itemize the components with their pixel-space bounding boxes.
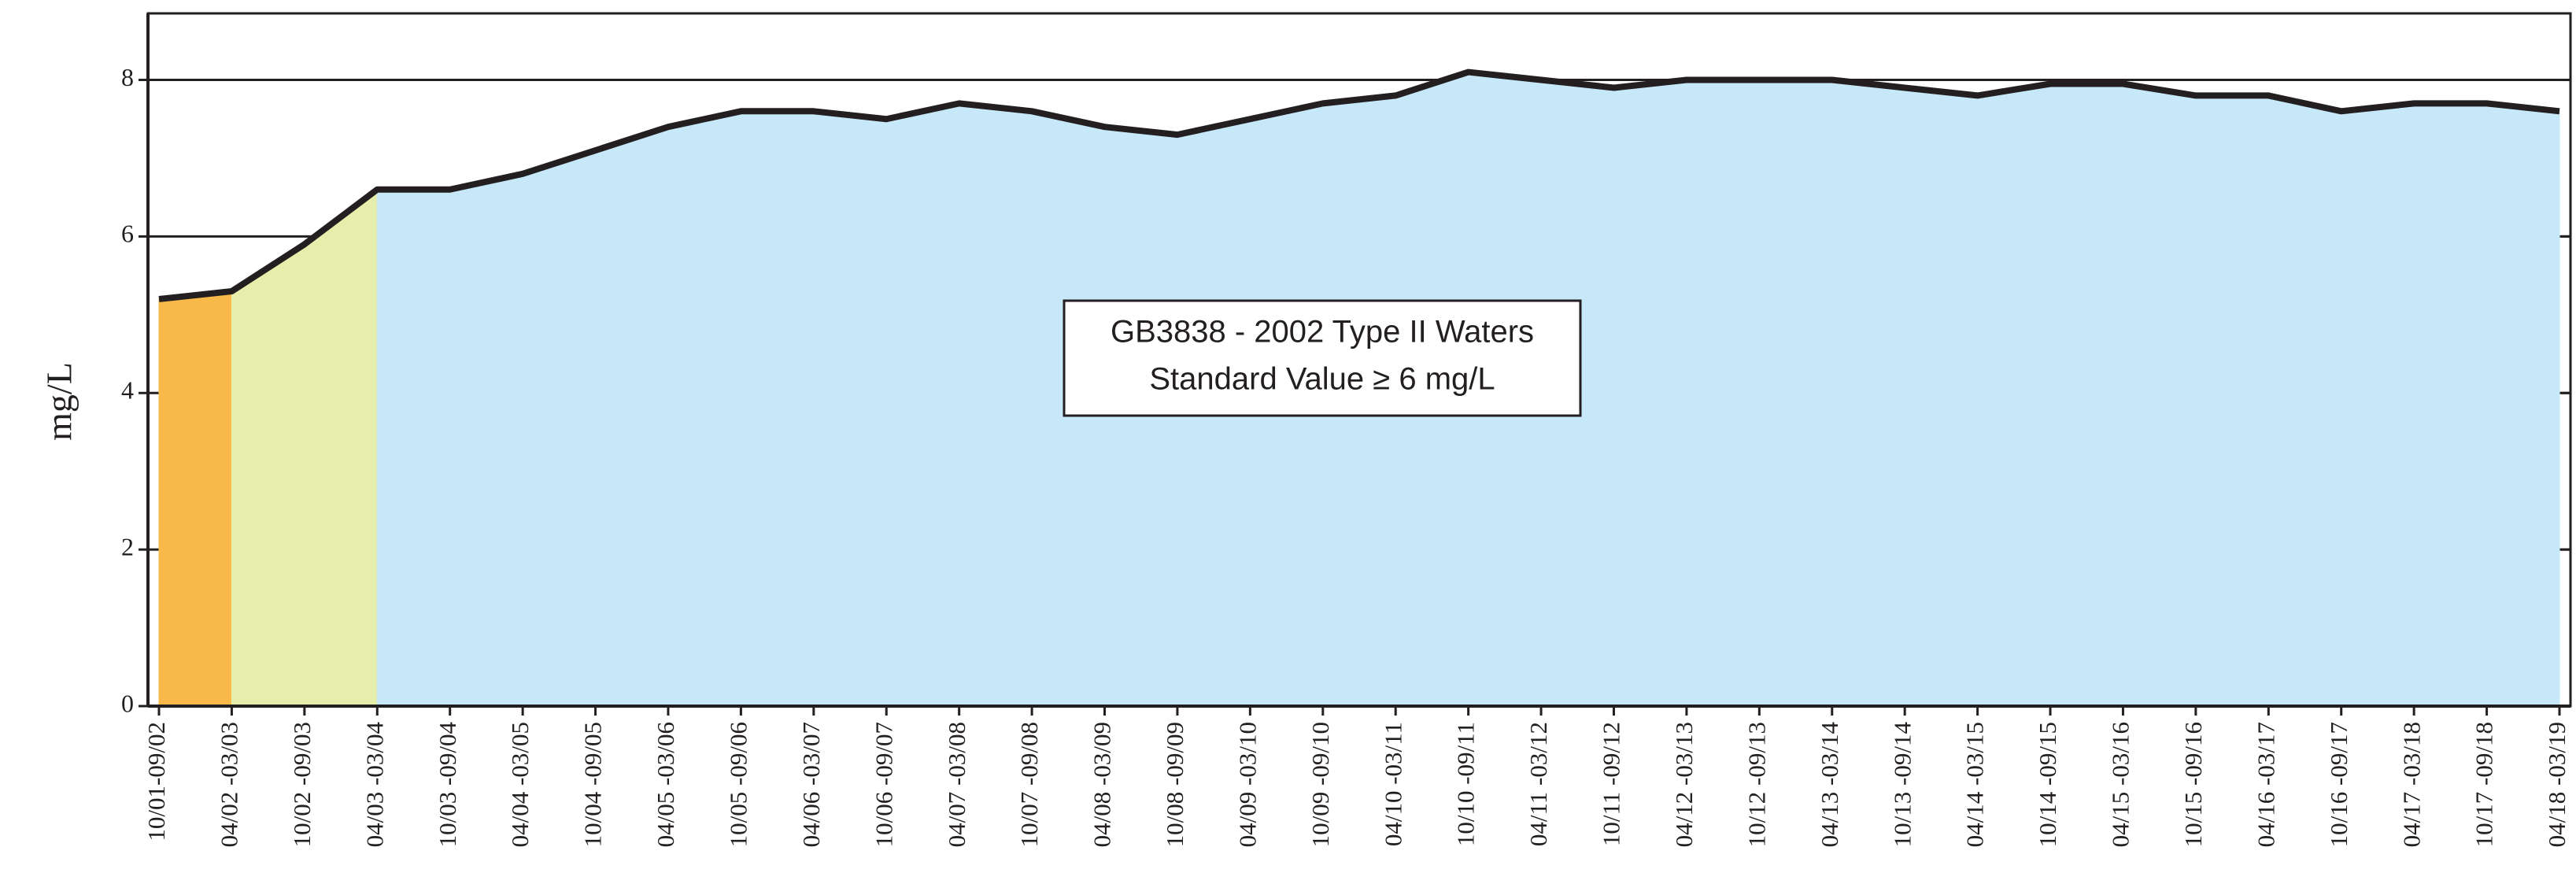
x-tick-label: 10/12 -09/13: [1743, 722, 1770, 847]
area-segment: [2195, 94, 2269, 707]
area-segment: [1613, 79, 1687, 707]
y-tick-label: 8: [121, 63, 134, 91]
area-segment: [1758, 80, 1833, 707]
area-segment: [522, 150, 597, 707]
area-segment: [1831, 79, 1905, 707]
area-segment: [1686, 80, 1760, 707]
x-tick-label: 04/10 -03/11: [1379, 722, 1406, 846]
y-tick-label: 0: [121, 689, 134, 717]
y-tick-label: 4: [121, 376, 134, 405]
area-segment: [2122, 83, 2197, 707]
x-tick-label: 10/09 -09/10: [1306, 722, 1334, 847]
area-segment: [2413, 102, 2488, 707]
x-tick-label: 04/07 -03/08: [943, 722, 970, 847]
annotation: GB3838 - 2002 Type II Waters: [1111, 315, 1534, 350]
area-segment: [595, 126, 669, 707]
x-tick-label: 10/04 -09/05: [579, 722, 607, 847]
area-segment: [740, 110, 815, 707]
area-segment: [376, 189, 451, 707]
x-tick-label: 04/05 -03/06: [652, 722, 679, 847]
x-tick-label: 10/02 -09/03: [288, 722, 316, 847]
x-tick-label: 10/15 -09/16: [2179, 722, 2207, 847]
x-tick-label: 10/03 -09/04: [434, 722, 461, 848]
x-tick-label: 10/17 -09/18: [2471, 722, 2498, 847]
area-segment: [2049, 83, 2123, 707]
area-segment: [231, 243, 305, 707]
area-segment: [813, 110, 887, 707]
area-segment: [959, 102, 1033, 707]
area-segment: [449, 173, 523, 707]
y-tick-label: 6: [121, 220, 134, 248]
x-tick-label: 10/11 -09/12: [1598, 722, 1625, 846]
x-tick-label: 04/06 -03/07: [797, 722, 825, 847]
x-tick-label: 04/03 -03/04: [360, 722, 388, 848]
x-tick-label: 04/12 -03/13: [1670, 722, 1698, 847]
area-segment: [667, 110, 741, 707]
x-tick-label: 04/11 -03/12: [1525, 722, 1552, 846]
area-segment: [2341, 102, 2415, 707]
x-tick-label: 10/16 -09/17: [2325, 722, 2352, 847]
x-tick-label: 10/07 -09/08: [1015, 722, 1043, 847]
x-tick-label: 10/14 -09/15: [2034, 722, 2061, 847]
x-tick-label: 10/10 -09/11: [1452, 722, 1480, 846]
x-tick-label: 04/15 -03/16: [2107, 722, 2134, 847]
area-segment: [304, 188, 378, 707]
area-segment: [158, 290, 232, 707]
x-tick-label: 04/16 -03/17: [2252, 722, 2279, 847]
x-tick-label: 10/01-09/02: [142, 722, 170, 841]
x-tick-label: 04/04 -03/05: [506, 722, 534, 847]
x-tick-label: 10/13 -09/14: [1888, 722, 1916, 848]
annotation-box: [1063, 299, 1582, 417]
x-tick-label: 10/05 -09/06: [725, 722, 752, 847]
area-segment: [2486, 102, 2560, 707]
annotation: Standard Value ≥ 6 mg/L: [1149, 362, 1495, 397]
x-tick-label: 04/13 -03/14: [1816, 722, 1843, 848]
x-tick-label: 04/14 -03/15: [1961, 722, 1989, 847]
x-tick-label: 04/02 -03/03: [216, 722, 243, 847]
x-tick-label: 04/17 -03/18: [2397, 722, 2425, 847]
x-tick-label: 10/06 -09/07: [870, 722, 897, 847]
area-segment: [885, 102, 960, 707]
x-tick-label: 04/18 -03/19: [2543, 722, 2570, 847]
x-tick-label: 04/09 -03/10: [1233, 722, 1261, 847]
area-segment: [2267, 94, 2342, 707]
area-segment: [1904, 87, 1979, 707]
y-axis-label: mg/L: [39, 362, 79, 441]
y-tick-label: 2: [121, 532, 134, 560]
line: [158, 68, 2560, 302]
x-tick-label: 04/08 -03/09: [1088, 722, 1116, 847]
area-segment: [1977, 83, 2051, 707]
x-tick-label: 10/08 -09/09: [1161, 722, 1188, 847]
